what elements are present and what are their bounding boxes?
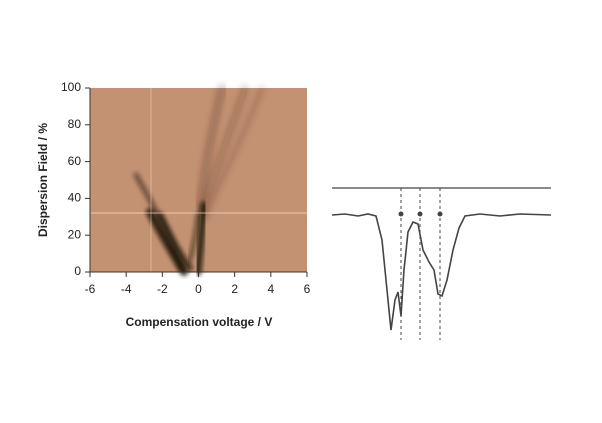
x-tick-label: -4: [121, 282, 132, 296]
streak: [157, 212, 193, 271]
streak: [146, 208, 188, 276]
x-tick-label: -2: [157, 282, 168, 296]
x-tick-label: 2: [231, 282, 238, 296]
x-tick-label: 6: [304, 282, 311, 296]
marker-lines: [400, 188, 441, 340]
intensity-streaks: [133, 85, 264, 276]
x-tick-label: -6: [85, 282, 96, 296]
y-tick-label: 80: [68, 117, 82, 131]
trace: [331, 213, 552, 331]
streak: [202, 86, 264, 222]
x-tick-label: 4: [267, 282, 274, 296]
spectrum-trace: [331, 187, 552, 340]
y-tick-label: 20: [68, 227, 82, 241]
streak: [188, 213, 200, 262]
y-tick-label: 100: [61, 80, 81, 94]
x-tick-label: 0: [195, 282, 202, 296]
y-tick-label: 60: [68, 154, 82, 168]
streak: [194, 201, 208, 276]
y-axis-label: Dispersion Field / %: [36, 123, 50, 237]
y-tick-label: 0: [74, 264, 81, 278]
y-tick-label: 40: [68, 191, 82, 205]
x-axis-label: Compensation voltage / V: [126, 315, 273, 329]
streak: [197, 85, 225, 213]
plot-area: [90, 85, 307, 276]
